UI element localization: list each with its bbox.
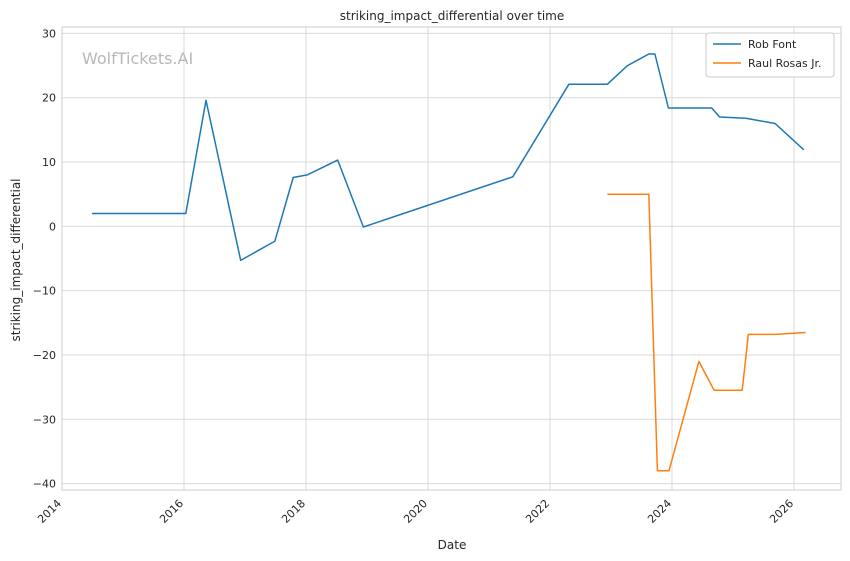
chart-title: striking_impact_differential over time <box>340 9 565 23</box>
x-axis-label: Date <box>438 538 467 552</box>
y-tick-label: 30 <box>42 27 56 40</box>
y-tick-label: −30 <box>33 413 56 426</box>
plot-frame <box>61 26 842 491</box>
y-tick-label: 20 <box>42 92 56 105</box>
watermark: WolfTickets.AI <box>82 49 193 68</box>
y-tick-label: −10 <box>33 285 56 298</box>
y-axis-label: striking_impact_differential <box>9 178 23 341</box>
y-tick-label: 10 <box>42 156 56 169</box>
series-line-raul-rosas-jr <box>607 193 806 472</box>
y-tick-label: −40 <box>33 478 56 491</box>
legend-label: Rob Font <box>748 38 797 51</box>
y-tick-label: 0 <box>49 220 56 233</box>
legend: Rob Font Raul Rosas Jr. <box>705 32 835 78</box>
y-tick-labels: 30 20 10 0 −10 −20 −30 −40 <box>33 27 56 490</box>
y-tick-label: −20 <box>33 349 56 362</box>
grid <box>61 27 841 490</box>
series-line-rob-font <box>91 53 805 262</box>
series-layer <box>91 53 806 472</box>
legend-label: Raul Rosas Jr. <box>748 57 822 70</box>
